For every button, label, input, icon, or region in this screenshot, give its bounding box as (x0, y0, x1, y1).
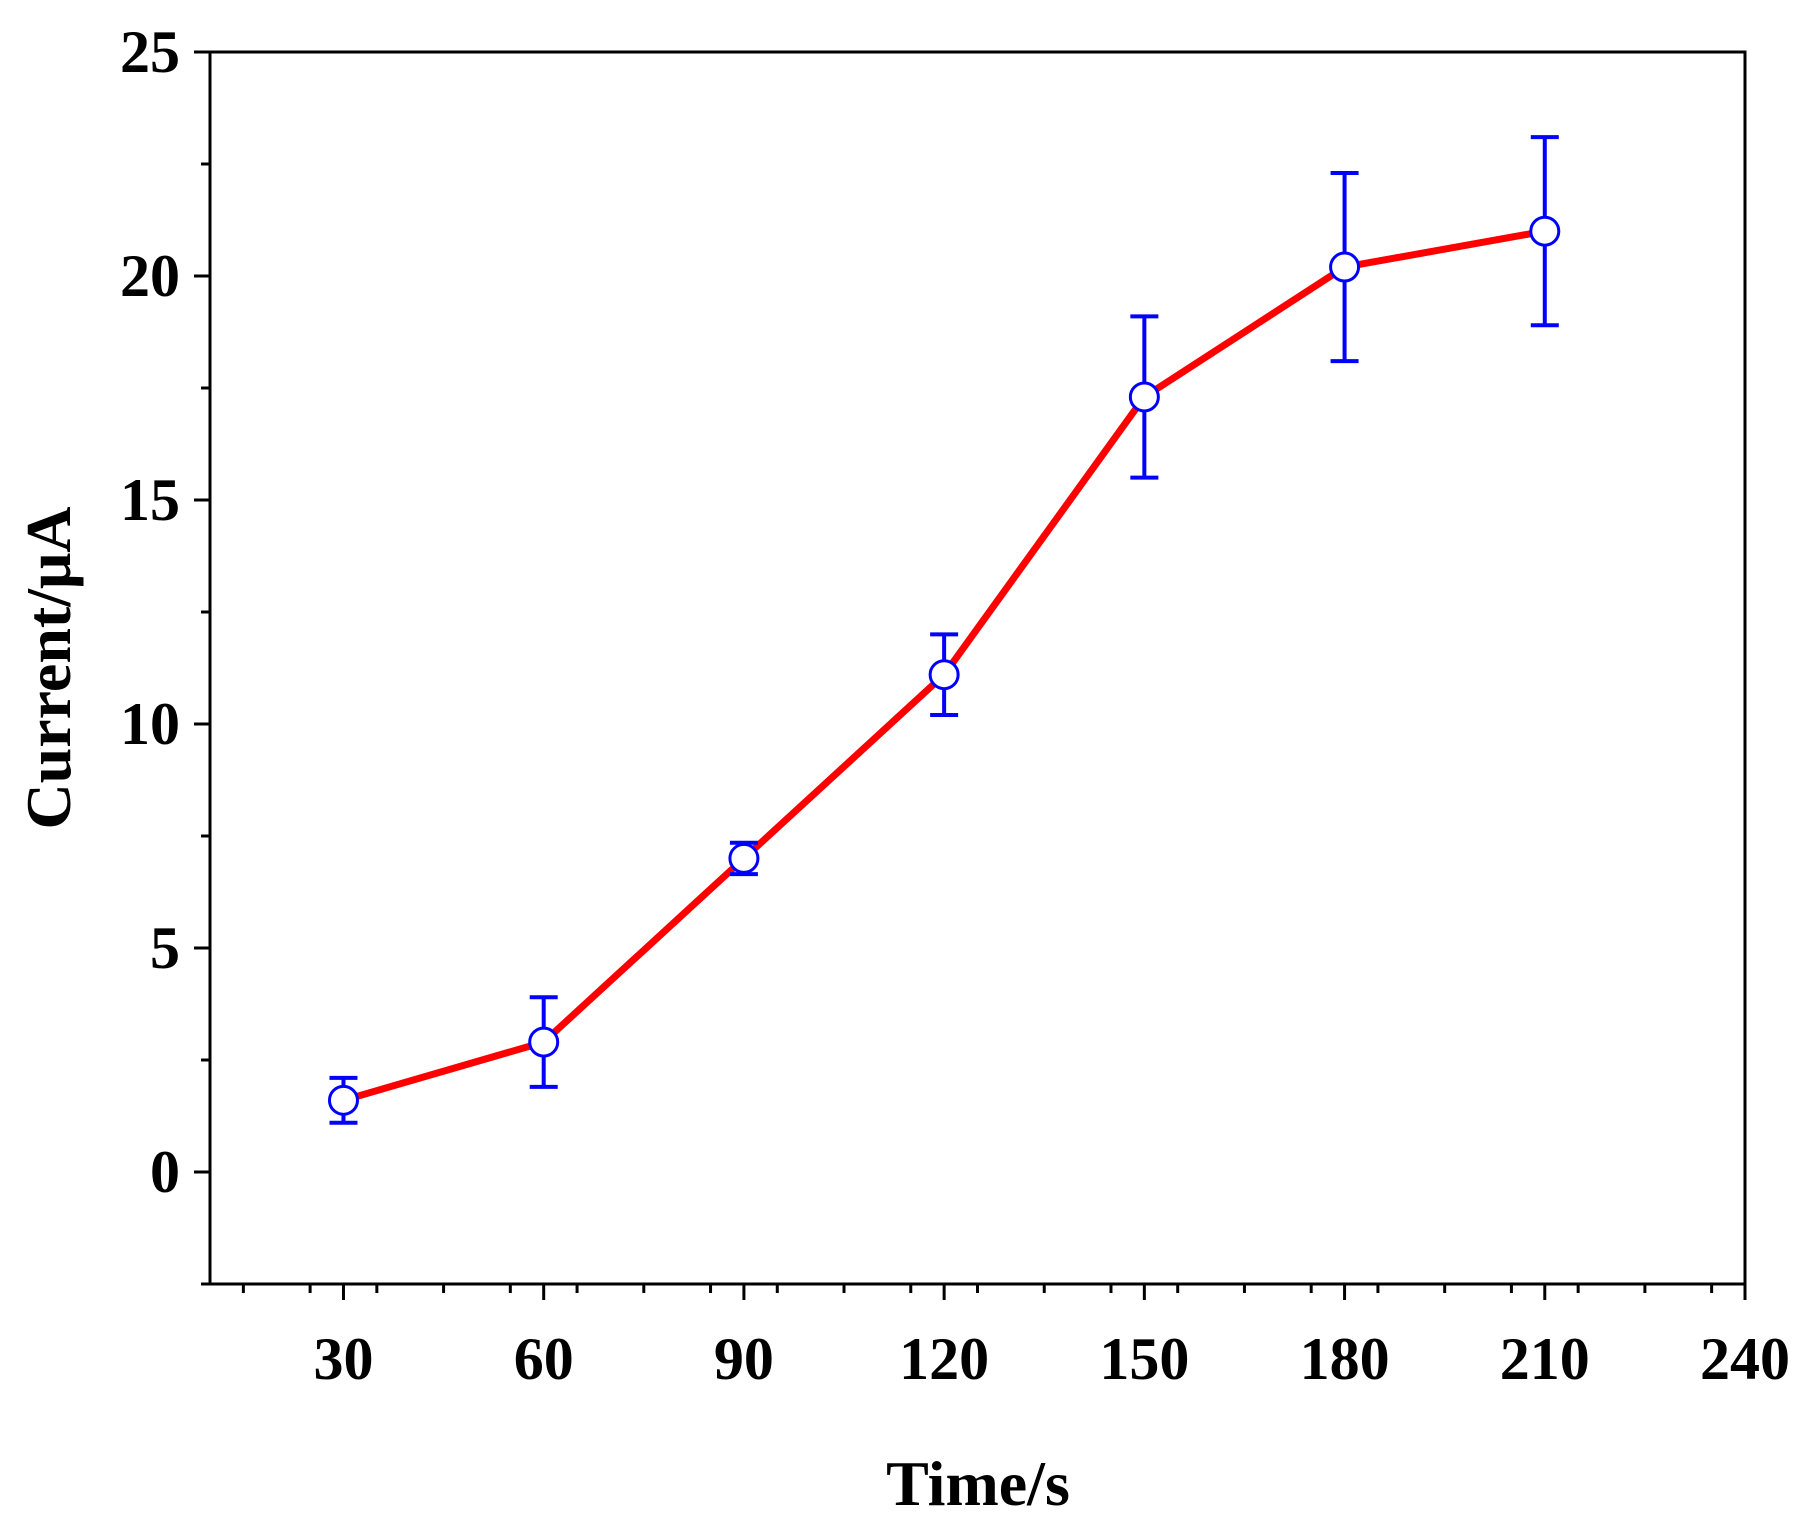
x-axis-title: Time/s (886, 1448, 1070, 1518)
y-tick-label: 0 (150, 1139, 180, 1205)
x-axis-ticks (241, 1284, 1747, 1300)
y-tick-label: 20 (120, 243, 180, 309)
x-tick-label: 120 (899, 1326, 989, 1392)
data-point (528, 1026, 560, 1058)
data-point (1128, 381, 1160, 413)
x-axis-tick-labels: 30 60 90 120 150 180 210 240 (313, 1326, 1790, 1392)
x-tick-label: 240 (1700, 1326, 1790, 1392)
data-point (928, 659, 960, 691)
x-tick-label: 180 (1300, 1326, 1390, 1392)
x-tick-label: 30 (313, 1326, 373, 1392)
x-tick-label: 150 (1099, 1326, 1189, 1392)
x-tick-label: 210 (1500, 1326, 1590, 1392)
y-axis-title: Current/μA (13, 506, 84, 829)
data-point (728, 842, 760, 874)
y-axis-tick-labels: 0 5 10 15 20 25 (120, 19, 180, 1205)
y-tick-label: 15 (120, 467, 180, 533)
y-tick-label: 5 (150, 915, 180, 981)
y-axis-ticks (194, 50, 210, 1286)
data-point (327, 1084, 359, 1116)
x-tick-label: 90 (714, 1326, 774, 1392)
data-point (1529, 215, 1561, 247)
y-tick-label: 25 (120, 19, 180, 85)
y-tick-label: 10 (120, 691, 180, 757)
data-point (1329, 251, 1361, 283)
series-layer (327, 135, 1561, 1125)
x-tick-label: 60 (514, 1326, 574, 1392)
